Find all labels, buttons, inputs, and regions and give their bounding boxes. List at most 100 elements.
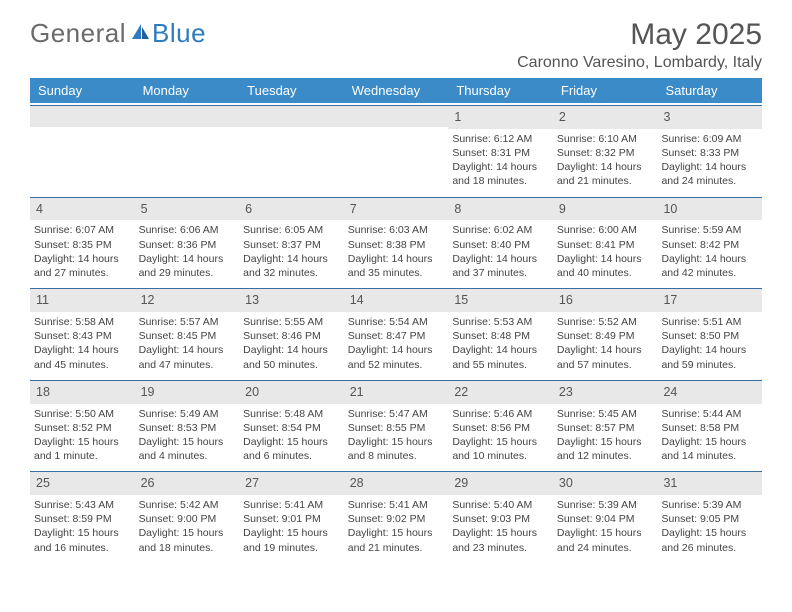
sunrise-line: Sunrise: 5:46 AM [452,407,549,421]
sunrise-line: Sunrise: 5:42 AM [139,498,236,512]
day-number: 9 [553,197,658,221]
sunset-line: Sunset: 9:02 PM [348,512,445,526]
day-cell: 17Sunrise: 5:51 AMSunset: 8:50 PMDayligh… [657,286,762,378]
daylight-line: Daylight: 15 hours and 6 minutes. [243,435,340,463]
sunset-line: Sunset: 8:31 PM [452,146,549,160]
daylight-line: Daylight: 14 hours and 42 minutes. [661,252,758,280]
day-cell: 31Sunrise: 5:39 AMSunset: 9:05 PMDayligh… [657,469,762,561]
day-header-row: SundayMondayTuesdayWednesdayThursdayFrid… [30,78,762,103]
sunrise-line: Sunrise: 5:54 AM [348,315,445,329]
location-subtitle: Caronno Varesino, Lombardy, Italy [517,54,762,72]
day-number: 5 [135,197,240,221]
daylight-line: Daylight: 15 hours and 16 minutes. [34,526,131,554]
day-number: 3 [657,105,762,129]
calendar-grid: SundayMondayTuesdayWednesdayThursdayFrid… [30,78,762,561]
day-cell: 13Sunrise: 5:55 AMSunset: 8:46 PMDayligh… [239,286,344,378]
day-cell: 4Sunrise: 6:07 AMSunset: 8:35 PMDaylight… [30,195,135,287]
week-row: 25Sunrise: 5:43 AMSunset: 8:59 PMDayligh… [30,469,762,561]
day-number: 29 [448,471,553,495]
day-cell: 14Sunrise: 5:54 AMSunset: 8:47 PMDayligh… [344,286,449,378]
day-number: 23 [553,380,658,404]
day-number: 26 [135,471,240,495]
daylight-line: Daylight: 15 hours and 10 minutes. [452,435,549,463]
sunset-line: Sunset: 8:33 PM [661,146,758,160]
day-header: Friday [553,78,658,103]
sunrise-line: Sunrise: 5:53 AM [452,315,549,329]
sunset-line: Sunset: 8:47 PM [348,329,445,343]
day-cell: 2 Sunrise: 6:10 AMSunset: 8:32 PMDaylight… [553,103,658,195]
day-number: 19 [135,380,240,404]
day-cell [30,103,135,195]
day-cell: 1Sunrise: 6:12 AMSunset: 8:31 PMDaylight… [448,103,553,195]
daylight-line: Daylight: 14 hours and 21 minutes. [557,160,654,188]
sunset-line: Sunset: 8:32 PM [557,146,654,160]
sunrise-line: Sunrise: 6:10 AM [557,132,654,146]
day-cell: 23Sunrise: 5:45 AMSunset: 8:57 PMDayligh… [553,378,658,470]
logo-text-blue: Blue [152,18,206,49]
day-cell: 15Sunrise: 5:53 AMSunset: 8:48 PMDayligh… [448,286,553,378]
day-cell: 7Sunrise: 6:03 AMSunset: 8:38 PMDaylight… [344,195,449,287]
daylight-line: Daylight: 15 hours and 18 minutes. [139,526,236,554]
daylight-line: Daylight: 14 hours and 40 minutes. [557,252,654,280]
day-number [239,105,344,127]
day-cell: 29Sunrise: 5:40 AMSunset: 9:03 PMDayligh… [448,469,553,561]
day-cell: 30Sunrise: 5:39 AMSunset: 9:04 PMDayligh… [553,469,658,561]
sunrise-line: Sunrise: 6:07 AM [34,223,131,237]
week-row: 1Sunrise: 6:12 AMSunset: 8:31 PMDaylight… [30,103,762,195]
day-number: 14 [344,288,449,312]
sunset-line: Sunset: 8:49 PM [557,329,654,343]
calendar-page: General Blue May 2025 Caronno Varesino, … [0,0,792,561]
sunrise-line: Sunrise: 5:41 AM [348,498,445,512]
sunrise-line: Sunrise: 5:50 AM [34,407,131,421]
sunset-line: Sunset: 8:59 PM [34,512,131,526]
day-cell: 18Sunrise: 5:50 AMSunset: 8:52 PMDayligh… [30,378,135,470]
sunset-line: Sunset: 8:57 PM [557,421,654,435]
sunset-line: Sunset: 8:41 PM [557,238,654,252]
week-row: 18Sunrise: 5:50 AMSunset: 8:52 PMDayligh… [30,378,762,470]
sunset-line: Sunset: 9:04 PM [557,512,654,526]
daylight-line: Daylight: 15 hours and 19 minutes. [243,526,340,554]
day-number: 12 [135,288,240,312]
day-cell: 6Sunrise: 6:05 AMSunset: 8:37 PMDaylight… [239,195,344,287]
day-cell [135,103,240,195]
daylight-line: Daylight: 15 hours and 24 minutes. [557,526,654,554]
day-cell: 26 Sunrise: 5:42 AMSunset: 9:00 PMDayligh… [135,469,240,561]
day-cell: 24Sunrise: 5:44 AMSunset: 8:58 PMDayligh… [657,378,762,470]
day-number: 27 [239,471,344,495]
sunset-line: Sunset: 9:00 PM [139,512,236,526]
day-header: Wednesday [344,78,449,103]
daylight-line: Daylight: 14 hours and 59 minutes. [661,343,758,371]
daylight-line: Daylight: 15 hours and 14 minutes. [661,435,758,463]
week-row: 4Sunrise: 6:07 AMSunset: 8:35 PMDaylight… [30,195,762,287]
sunrise-line: Sunrise: 5:52 AM [557,315,654,329]
day-cell: 27 Sunrise: 5:41 AMSunset: 9:01 PMDayligh… [239,469,344,561]
day-cell: 11Sunrise: 5:58 AMSunset: 8:43 PMDayligh… [30,286,135,378]
daylight-line: Daylight: 15 hours and 21 minutes. [348,526,445,554]
sunrise-line: Sunrise: 6:03 AM [348,223,445,237]
sunset-line: Sunset: 8:35 PM [34,238,131,252]
day-cell [239,103,344,195]
sunset-line: Sunset: 8:56 PM [452,421,549,435]
sunset-line: Sunset: 8:54 PM [243,421,340,435]
day-number: 13 [239,288,344,312]
daylight-line: Daylight: 14 hours and 32 minutes. [243,252,340,280]
month-title: May 2025 [517,18,762,52]
sunset-line: Sunset: 8:40 PM [452,238,549,252]
day-cell: 21Sunrise: 5:47 AMSunset: 8:55 PMDayligh… [344,378,449,470]
day-number: 2 [553,105,658,129]
day-header: Saturday [657,78,762,103]
sunrise-line: Sunrise: 5:58 AM [34,315,131,329]
sunset-line: Sunset: 8:52 PM [34,421,131,435]
logo: General Blue [30,18,206,49]
sunrise-line: Sunrise: 5:39 AM [661,498,758,512]
sunrise-line: Sunrise: 5:51 AM [661,315,758,329]
day-number: 16 [553,288,658,312]
day-number [30,105,135,127]
day-header: Tuesday [239,78,344,103]
day-cell: 10Sunrise: 5:59 AMSunset: 8:42 PMDayligh… [657,195,762,287]
sunrise-line: Sunrise: 6:02 AM [452,223,549,237]
daylight-line: Daylight: 14 hours and 27 minutes. [34,252,131,280]
sunset-line: Sunset: 9:01 PM [243,512,340,526]
day-number: 24 [657,380,762,404]
sunrise-line: Sunrise: 5:41 AM [243,498,340,512]
